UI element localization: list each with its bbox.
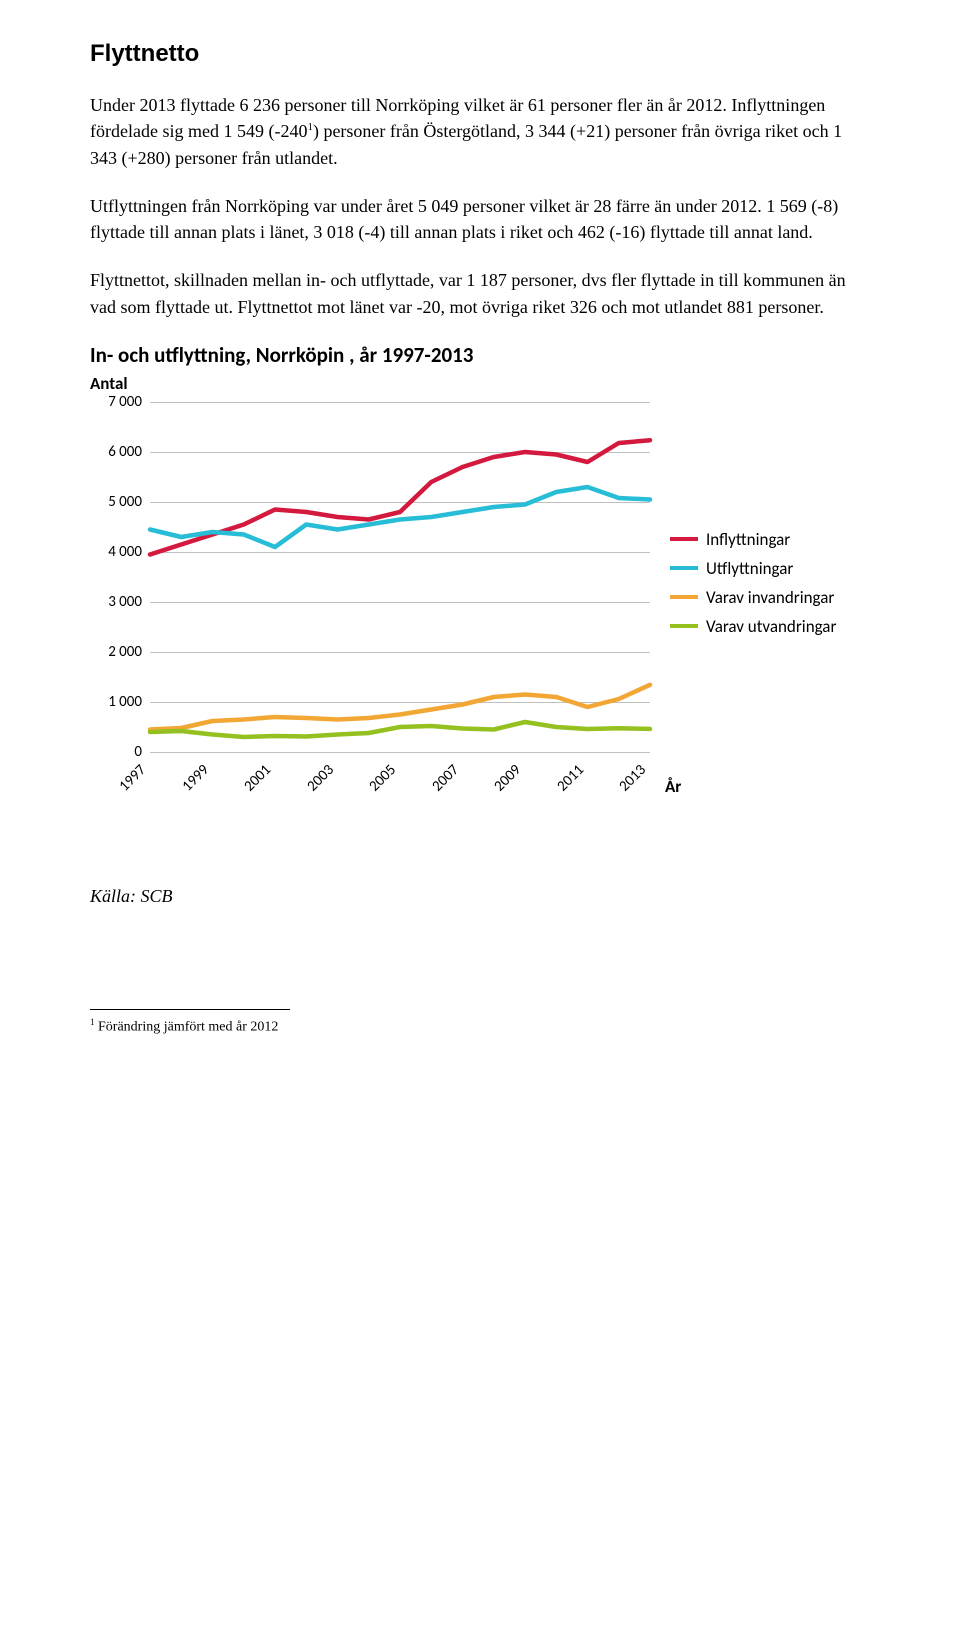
footnote-body: Förändring jämfört med år 2012 (95, 1020, 279, 1035)
footnote-text: 1 Förändring jämfört med år 2012 (90, 1016, 870, 1038)
x-tick-label: 1999 (178, 761, 212, 795)
x-tick-label: 2011 (553, 761, 587, 795)
x-tick-label: 2013 (616, 761, 650, 795)
legend-swatch (670, 537, 698, 541)
legend-label: Inflyttningar (706, 529, 790, 550)
plot-area: 01 0002 0003 0004 0005 0006 0007 0001997… (150, 402, 650, 752)
paragraph-3: Flyttnettot, skillnaden mellan in- och u… (90, 267, 870, 320)
footnote-separator (90, 1009, 290, 1010)
paragraph-2: Utflyttningen från Norrköping var under … (90, 193, 870, 246)
x-tick-label: 2007 (428, 761, 462, 795)
y-tick-label: 5 000 (90, 493, 142, 511)
legend-swatch (670, 624, 698, 628)
chart-title: In- och utflyttning, Norrköpin , år 1997… (90, 342, 870, 368)
paragraph-1: Under 2013 flyttade 6 236 personer till … (90, 92, 870, 171)
y-axis-title: Antal (90, 373, 128, 394)
y-tick-label: 6 000 (90, 443, 142, 461)
x-tick-label: 2009 (491, 761, 525, 795)
y-tick-label: 2 000 (90, 643, 142, 661)
y-tick-label: 0 (90, 743, 142, 761)
x-tick-label: 1997 (116, 761, 150, 795)
legend-swatch (670, 566, 698, 570)
x-tick-label: 2001 (241, 761, 275, 795)
legend-label: Utflyttningar (706, 558, 793, 579)
y-tick-label: 3 000 (90, 593, 142, 611)
chart-container: Antal 01 0002 0003 0004 0005 0006 0007 0… (90, 374, 870, 839)
legend-label: Varav utvandringar (706, 616, 836, 637)
legend-swatch (670, 595, 698, 599)
legend-item: Utflyttningar (670, 558, 836, 579)
x-tick-label: 2005 (366, 761, 400, 795)
legend-label: Varav invandringar (706, 587, 834, 608)
x-tick-label: 2003 (303, 761, 337, 795)
chart-legend: Inflyttningar Utflyttningar Varav invandri… (670, 529, 836, 645)
legend-item: Varav invandringar (670, 587, 836, 608)
section-heading: Flyttnetto (90, 40, 870, 68)
x-axis-title: År (665, 776, 681, 797)
y-tick-label: 1 000 (90, 693, 142, 711)
y-tick-label: 7 000 (90, 393, 142, 411)
legend-item: Inflyttningar (670, 529, 836, 550)
y-tick-label: 4 000 (90, 543, 142, 561)
chart-source: Källa: SCB (90, 883, 870, 909)
legend-item: Varav utvandringar (670, 616, 836, 637)
